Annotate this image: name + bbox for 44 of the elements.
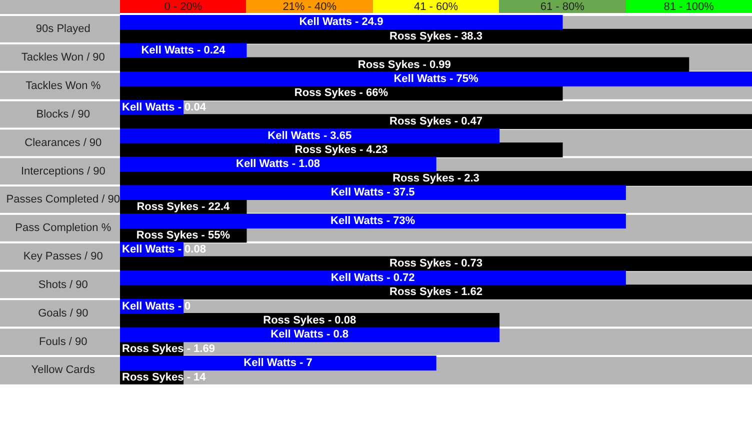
annotation: Kell Watts - 1.08 — [236, 158, 320, 170]
annotation: Ross Sykes - 0.73 — [390, 258, 482, 270]
annotation: Ross Sykes - 2.3 — [392, 172, 480, 184]
text: 21% - 40% — [282, 1, 337, 14]
y-tick-label: Shots / 90 — [38, 278, 88, 291]
annotation: Kell Watts - 0.8 — [270, 328, 349, 341]
y-tick-label: 90s Played — [36, 23, 90, 36]
annotation: Kell Watts - 3.65 — [268, 130, 352, 142]
annotation: Ross Sykes - 0.08 — [263, 314, 356, 326]
y-tick-label: Pass Completion % — [15, 222, 112, 234]
annotation: Ross Sykes - 1.62 — [390, 286, 482, 298]
text: 81 - 100% — [664, 1, 714, 14]
annotation: Kell Watts - 0.04 — [122, 101, 207, 114]
annotation: Ross Sykes - 4.23 — [294, 144, 388, 156]
annotation: Kell Watts - 7 — [244, 357, 312, 370]
annotation: Ross Sykes - 0.47 — [390, 116, 482, 128]
annotation: Kell Watts - 0 — [122, 300, 191, 312]
y-tick-label: Passes Completed / 90 — [6, 194, 120, 206]
text: 61 - 80% — [540, 1, 585, 14]
annotation: Kell Watts - 24.9 — [299, 16, 384, 28]
y-tick-label: Interceptions / 90 — [20, 165, 106, 178]
text: 0 - 20% — [164, 1, 202, 14]
y-tick-label: Tackles Won / 90 — [21, 52, 105, 64]
annotation: Kell Watts - 75% — [394, 72, 478, 85]
annotation: Ross Sykes - 0.99 — [358, 58, 451, 71]
y-tick-label: Key Passes / 90 — [23, 250, 103, 263]
y-tick-label: Yellow Cards — [31, 364, 96, 376]
annotation: Ross Sykes - 22.4 — [136, 200, 231, 213]
annotation: Kell Watts - 0.08 — [122, 243, 206, 256]
y-tick-label: Fouls / 90 — [38, 336, 88, 348]
annotation: Ross Sykes - 55% — [136, 229, 230, 242]
y-tick-label: Tackles Won % — [26, 80, 101, 92]
annotation: Kell Watts - 73% — [330, 215, 416, 228]
y-tick-label: Blocks / 90 — [36, 108, 90, 120]
annotation: Kell Watts - 0.24 — [141, 44, 226, 57]
y-tick-label: Clearances / 90 — [24, 136, 102, 149]
text: 41 - 60% — [414, 1, 458, 14]
y-tick-label: Goals / 90 — [38, 307, 88, 320]
annotation: Kell Watts - 37.5 — [330, 186, 415, 199]
annotation: Kell Watts - 0.72 — [330, 272, 415, 284]
annotation: Ross Sykes - 1.69 — [122, 342, 215, 355]
annotation: Ross Sykes - 14 — [122, 371, 207, 384]
annotation: Ross Sykes - 66% — [294, 87, 388, 100]
annotation: Ross Sykes - 38.3 — [390, 30, 482, 42]
